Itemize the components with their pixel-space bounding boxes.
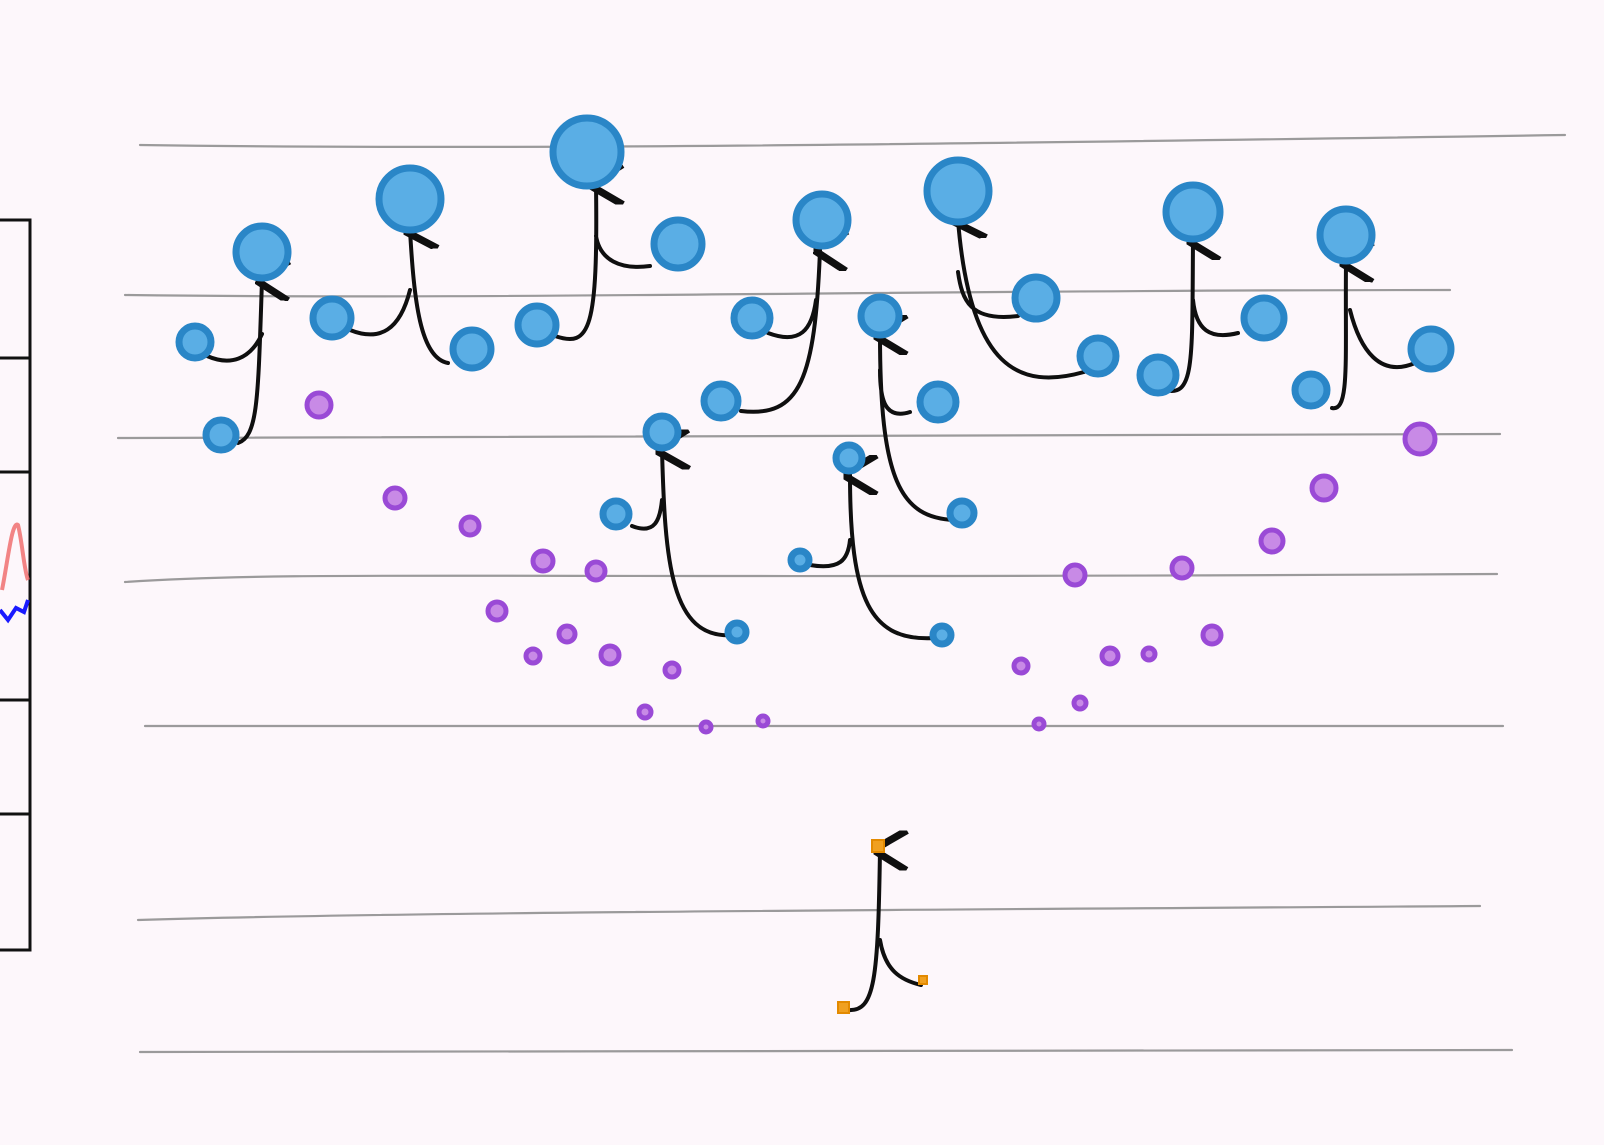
purple-node: [382, 485, 408, 511]
orange-nodes: [837, 839, 928, 1014]
guide-line-2: [123, 288, 1452, 298]
blue-node: [175, 322, 215, 362]
merge-arrow-9: [632, 450, 735, 638]
purple-node: [556, 623, 578, 645]
blue-node: [916, 380, 960, 424]
purple-node: [1140, 645, 1158, 663]
purple-node: [1062, 562, 1088, 588]
guide-line-7: [138, 1048, 1514, 1054]
blue-node: [724, 619, 750, 645]
blue-node: [1316, 205, 1376, 265]
guide-line-6: [136, 904, 1482, 922]
blue-node: [787, 547, 813, 573]
blue-node: [599, 497, 633, 531]
left-panel-series-red: [0, 522, 30, 591]
purple-node: [523, 646, 543, 666]
blue-node: [929, 622, 955, 648]
purple-node: [1011, 656, 1031, 676]
blue-node: [700, 380, 742, 422]
guide-line-3: [116, 432, 1502, 440]
blue-node: [1240, 294, 1288, 342]
guide-line-4: [123, 572, 1499, 584]
purple-node: [530, 548, 556, 574]
purple-node: [485, 599, 509, 623]
purple-node: [1200, 623, 1224, 647]
purple-node: [584, 559, 608, 583]
purple-node: [458, 514, 482, 538]
merge-arrows: [205, 185, 1417, 1013]
blue-node: [650, 216, 706, 272]
level-guides: [116, 133, 1567, 1054]
blue-node: [1011, 273, 1061, 323]
blue-node: [202, 416, 240, 454]
blue-node: [514, 302, 560, 348]
blue-node: [449, 326, 495, 372]
merge-arrow-1: [205, 280, 262, 445]
blue-node: [857, 293, 903, 339]
merge-arrow-8: [880, 335, 957, 522]
purple-node: [1031, 716, 1047, 732]
blue-node: [1407, 325, 1455, 373]
blue-node: [232, 222, 292, 282]
purple-node: [1258, 527, 1286, 555]
purple-nodes: [304, 390, 1438, 735]
blue-node: [642, 412, 682, 452]
merge-arrow-10: [808, 475, 937, 641]
purple-node: [1309, 473, 1339, 503]
blue-node: [375, 164, 445, 234]
blue-node: [1136, 353, 1180, 397]
purple-node: [662, 660, 682, 680]
purple-node: [1099, 645, 1121, 667]
purple-node: [698, 719, 714, 735]
blue-node: [946, 497, 978, 529]
purple-node: [755, 713, 771, 729]
left-panel-series-blue: [0, 599, 30, 624]
blue-node: [1162, 181, 1224, 243]
purple-node: [1402, 421, 1438, 457]
blue-node: [832, 441, 866, 475]
blue-node: [923, 156, 993, 226]
merge-arrow-2: [348, 230, 450, 365]
merge-arrow-4: [739, 250, 820, 414]
blue-node: [1291, 370, 1331, 410]
left-panel: [0, 218, 32, 952]
blue-node: [309, 295, 355, 341]
orange-node: [918, 975, 928, 985]
purple-node: [598, 643, 622, 667]
purple-node: [304, 390, 334, 420]
blue-node: [792, 190, 852, 250]
blue-node: [549, 114, 625, 190]
merge-arrow-7: [1332, 262, 1417, 411]
merge-arrow-orange: [848, 850, 923, 1013]
merge-arrow-3: [553, 185, 652, 341]
purple-node: [1071, 694, 1089, 712]
blue-node: [730, 296, 774, 340]
blue-node: [1076, 334, 1120, 378]
merge-arrow-5: [958, 220, 1086, 380]
purple-node: [636, 703, 654, 721]
left-panel-frame: [0, 218, 32, 952]
orange-node: [837, 1001, 850, 1014]
merge-arrow-6: [1165, 240, 1240, 393]
guide-line-1: [138, 133, 1567, 149]
blue-nodes: [175, 114, 1455, 648]
orange-node: [871, 839, 885, 853]
purple-node: [1169, 555, 1195, 581]
